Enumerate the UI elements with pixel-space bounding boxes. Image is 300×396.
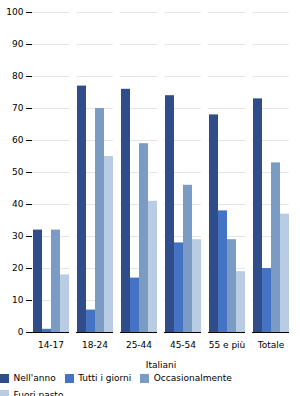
svg-text:14-17: 14-17	[38, 340, 64, 350]
svg-text:Italiani: Italiani	[146, 360, 176, 370]
svg-text:0: 0	[18, 327, 24, 337]
svg-text:50: 50	[12, 167, 24, 177]
html-text:Nell'anno: Nell'anno	[13, 373, 56, 384]
svg-text:30: 30	[12, 231, 24, 241]
svg-text:70: 70	[12, 103, 24, 113]
svg-text:100: 100	[6, 7, 23, 17]
svg-text:18-24: 18-24	[82, 340, 108, 350]
svg-text:90: 90	[12, 39, 24, 49]
svg-text:10: 10	[12, 295, 24, 305]
svg-text:60: 60	[12, 135, 24, 145]
svg-text:25-44: 25-44	[126, 340, 152, 350]
svg-text:40: 40	[12, 199, 24, 209]
svg-text:55 e più: 55 e più	[209, 340, 246, 350]
html-text:Tutti i giorni: Tutti i giorni	[78, 373, 132, 384]
svg-text:20: 20	[12, 263, 24, 273]
svg-text:Totale: Totale	[257, 340, 285, 350]
svg-text:80: 80	[12, 71, 24, 81]
html-text:Occasionalmente: Occasionalmente	[153, 373, 232, 384]
svg-text:45-54: 45-54	[170, 340, 196, 350]
